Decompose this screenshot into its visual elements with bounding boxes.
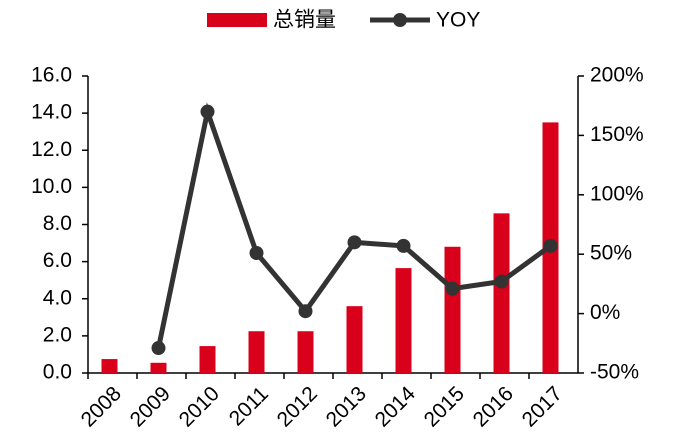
x-tick-label: 2008: [77, 382, 126, 431]
y-tick-label: 12.0: [31, 138, 72, 161]
y2-tick-label: -50%: [590, 361, 639, 384]
x-tick-label: 2011: [225, 382, 273, 430]
bar: [248, 331, 265, 373]
y-tick-label: 14.0: [31, 101, 72, 124]
yoy-marker: [445, 281, 460, 296]
bar: [395, 268, 412, 373]
yoy-marker: [543, 238, 558, 253]
legend-marker: [393, 13, 407, 27]
y-tick-label: 16.0: [31, 64, 72, 87]
yoy-marker: [396, 238, 411, 253]
yoy-marker: [200, 104, 215, 119]
bar: [444, 246, 461, 373]
bar: [346, 306, 363, 373]
y2-tick-label: 50%: [590, 242, 632, 265]
yoy-marker: [298, 304, 313, 319]
yoy-marker: [249, 246, 264, 261]
x-tick-label: 2015: [420, 382, 469, 431]
y-tick-label: 6.0: [43, 249, 72, 272]
x-tick-label: 2009: [126, 382, 175, 431]
x-tick-label: 2017: [518, 382, 567, 431]
y2-tick-label: 200%: [590, 64, 644, 87]
y-tick-label: 8.0: [43, 212, 72, 235]
x-tick-label: 2010: [175, 382, 224, 431]
y2-tick-label: 100%: [590, 182, 644, 205]
y-tick-label: 2.0: [43, 323, 72, 346]
x-tick-label: 2012: [273, 382, 322, 431]
legend-label: YOY: [436, 9, 480, 32]
y-tick-label: 4.0: [43, 286, 72, 309]
legend-swatch: [207, 13, 267, 27]
x-tick-label: 2013: [322, 382, 371, 431]
y2-tick-label: 0%: [590, 301, 620, 324]
y2-tick-label: 150%: [590, 123, 644, 146]
yoy-marker: [347, 235, 362, 250]
x-tick-label: 2016: [469, 382, 518, 431]
y-tick-label: 0.0: [43, 361, 72, 384]
bar: [199, 346, 216, 373]
bar: [297, 331, 314, 373]
bar: [493, 213, 510, 373]
legend-label: 总销量: [273, 9, 336, 32]
yoy-marker: [494, 274, 509, 289]
yoy-marker: [151, 341, 166, 356]
y-tick-label: 10.0: [31, 175, 72, 198]
bar: [150, 362, 167, 373]
bar: [101, 359, 118, 373]
x-tick-label: 2014: [371, 382, 421, 432]
